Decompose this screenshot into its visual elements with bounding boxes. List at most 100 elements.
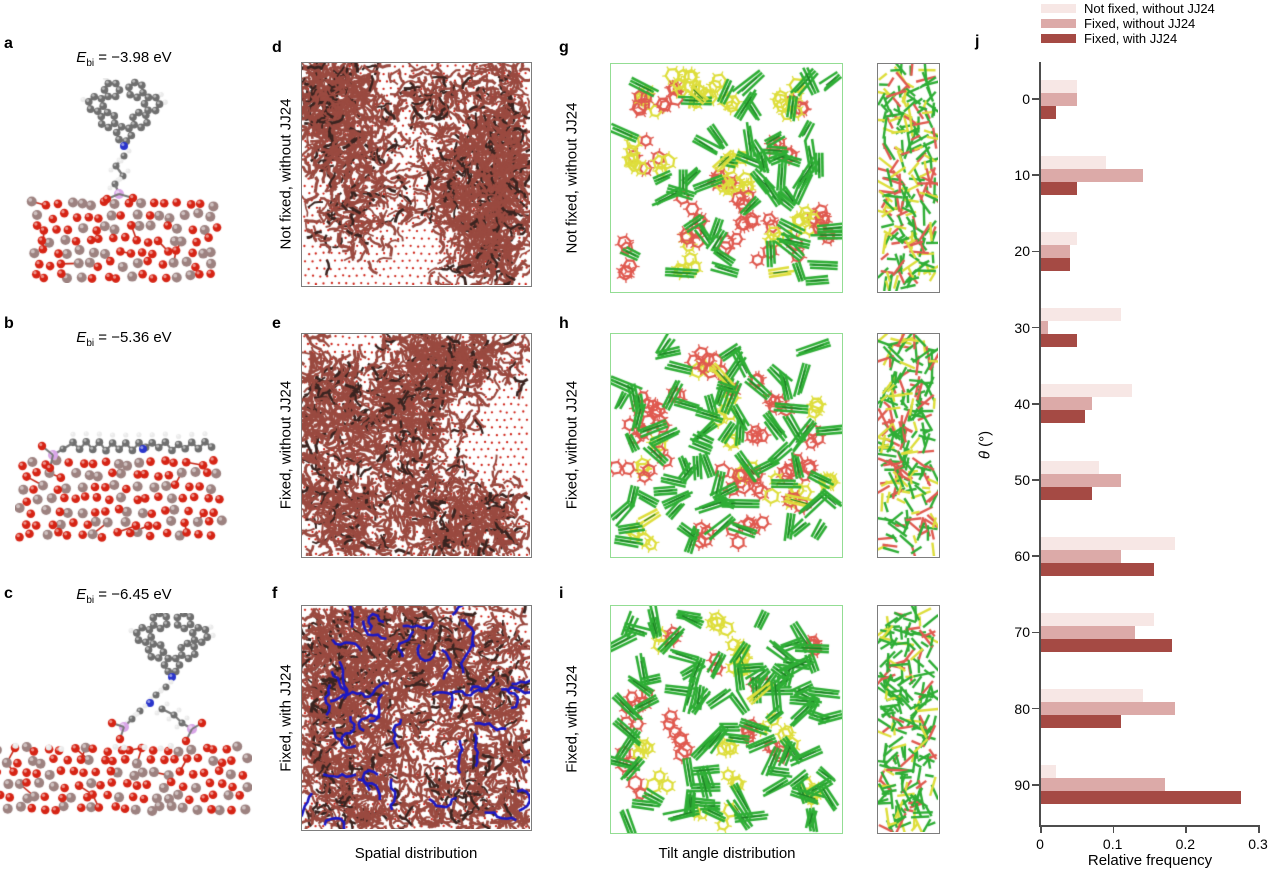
y-tick-label: 90: [1014, 776, 1030, 793]
bar: [1041, 612, 1154, 626]
bar: [1041, 536, 1176, 550]
panel-i-side-view: [878, 606, 938, 832]
bar: [1041, 92, 1078, 106]
bar: [1041, 778, 1165, 792]
bar: [1041, 321, 1049, 335]
y-tick-label: 0: [1022, 91, 1030, 107]
panel-letter-b: b: [4, 315, 14, 332]
panel-d-box: [301, 62, 532, 287]
x-tick-label: 0.3: [1248, 836, 1268, 852]
y-axis-line: [1039, 62, 1041, 825]
y-tick-label: 60: [1014, 548, 1030, 565]
panel-letter-a: a: [4, 35, 13, 52]
y-tick: [1032, 479, 1039, 481]
bar: [1041, 638, 1172, 652]
y-tick: [1032, 98, 1039, 100]
x-tick-label: 0.2: [1175, 836, 1196, 852]
panel-e-box: [301, 333, 532, 558]
bar: [1041, 460, 1100, 474]
legend-row: Fixed, with JJ24: [1041, 31, 1215, 46]
bar: [1041, 231, 1078, 245]
y-tick-label: 70: [1014, 624, 1030, 641]
bar: [1041, 562, 1154, 576]
bar: [1041, 384, 1132, 398]
panel-letter-d: d: [272, 39, 282, 56]
bar: [1041, 702, 1176, 716]
bar: [1041, 79, 1078, 93]
panel-letter-g: g: [559, 39, 569, 56]
panel-a-molecule-on-surface: [20, 78, 230, 283]
panel-f-box: [301, 605, 532, 831]
panel-i-tilt-map: [611, 606, 842, 833]
y-tick: [1032, 250, 1039, 253]
panel-letter-e: e: [272, 315, 281, 332]
panel-i-box: [610, 605, 843, 834]
legend-row: Not fixed, without JJ24: [1041, 1, 1215, 16]
y-tick: [1032, 174, 1039, 176]
bar: [1041, 549, 1121, 563]
y-tick: [1032, 784, 1039, 786]
legend-swatch: [1041, 4, 1076, 13]
binding-energy-a: Ebi = −3.98 eV: [76, 49, 172, 69]
x-tick: [1112, 826, 1115, 833]
panel-letter-c: c: [4, 585, 13, 602]
bar: [1041, 791, 1241, 805]
y-tick-label: 30: [1014, 319, 1030, 336]
legend-row: Fixed, without JJ24: [1041, 16, 1215, 31]
bar: [1041, 473, 1121, 487]
bar: [1041, 308, 1121, 322]
x-tick: [1185, 826, 1187, 833]
bar: [1041, 181, 1078, 195]
panel-g-side-view-box: [877, 63, 940, 293]
legend-swatch: [1041, 19, 1076, 28]
panel-g-box: [610, 63, 843, 293]
bar: [1041, 715, 1121, 729]
panel-letter-i: i: [559, 585, 564, 602]
x-tick-label: 0.1: [1102, 836, 1123, 852]
legend-label: Fixed, without JJ24: [1084, 16, 1196, 31]
panel-i-side-view-box: [877, 605, 940, 834]
panel-h-side-view: [878, 334, 938, 556]
bar: [1041, 244, 1071, 258]
binding-energy-b: Ebi = −5.36 eV: [76, 329, 172, 349]
y-tick-label: 50: [1014, 472, 1030, 488]
bar: [1041, 257, 1071, 271]
spatial-column-caption: Spatial distribution: [354, 845, 478, 862]
x-axis-line: [1039, 825, 1260, 827]
bar: [1041, 105, 1056, 119]
y-tick-label: 10: [1014, 167, 1030, 184]
legend-label: Not fixed, without JJ24: [1084, 1, 1215, 16]
x-tick: [1040, 826, 1042, 833]
bar: [1041, 765, 1056, 779]
bar: [1041, 689, 1143, 703]
panel-letter-f: f: [272, 585, 278, 602]
y-tick-label: 20: [1014, 243, 1030, 260]
panel-c-molecule-on-surface: [0, 613, 252, 833]
y-tick-label: 80: [1014, 700, 1030, 717]
panel-d-spatial-map: [302, 63, 530, 285]
binding-energy-c: Ebi = −6.45 eV: [76, 586, 172, 606]
panel-letter-h: h: [559, 315, 569, 332]
bar: [1041, 625, 1136, 639]
bar: [1041, 334, 1078, 348]
panel-g-tilt-map: [611, 64, 842, 292]
y-tick: [1032, 326, 1039, 329]
legend-label: Fixed, with JJ24: [1084, 31, 1178, 46]
chart-legend: Not fixed, without JJ24 Fixed, without JJ…: [1041, 1, 1215, 46]
bar: [1041, 410, 1085, 424]
panel-b-molecule-on-surface: [15, 413, 230, 553]
legend-swatch: [1041, 34, 1076, 43]
panel-g-side-view: [878, 64, 938, 291]
panel-h-box: [610, 333, 843, 558]
panel-h-tilt-map: [611, 334, 842, 557]
y-tick: [1032, 403, 1039, 405]
y-tick: [1032, 707, 1039, 710]
y-tick-label: 40: [1014, 395, 1030, 412]
panel-f-spatial-map: [302, 606, 530, 829]
x-tick-label: 0: [1036, 836, 1044, 852]
y-tick: [1032, 631, 1039, 634]
y-axis-title: θ (°): [976, 430, 994, 460]
tilt-column-caption: Tilt angle distribution: [658, 845, 796, 862]
